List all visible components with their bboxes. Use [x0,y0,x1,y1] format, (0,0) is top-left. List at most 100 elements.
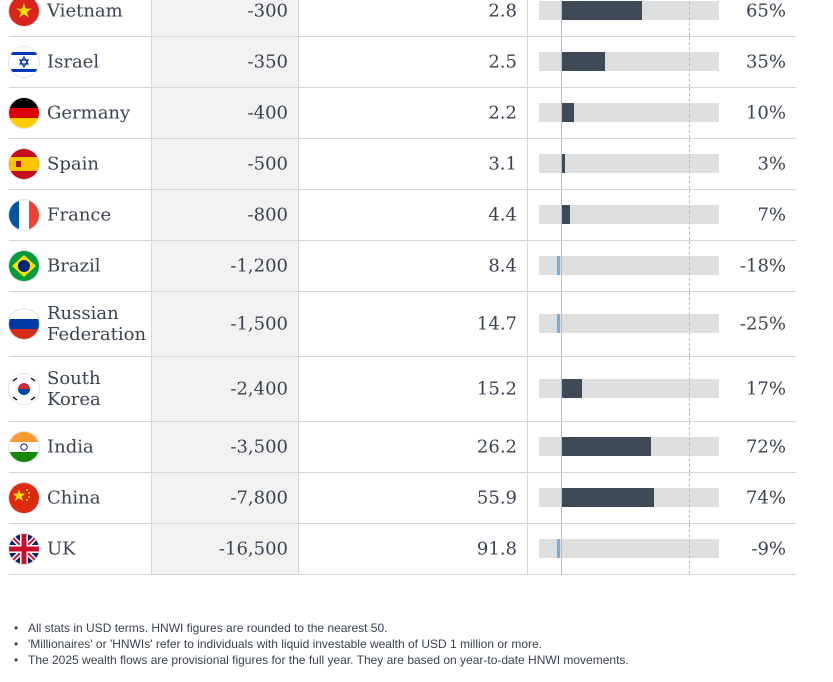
net-flow-value: -800 [247,204,288,226]
change-pct-cell: 3% [728,139,796,189]
reference-dashed-line [689,422,690,472]
change-bar-cell [528,473,728,523]
table-row: India -3,500 26.2 72% [9,422,796,473]
russia-flag-icon [9,309,39,339]
hnwi-value: 8.4 [488,255,517,277]
footnote: All stats in USD terms. HNWI figures are… [14,620,629,636]
brazil-flag-icon [9,251,39,281]
wealth-flows-table: Vietnam -300 2.8 65% Israel -350 2.5 35% [9,0,796,575]
net-flow-cell: -1,500 [151,292,299,356]
change-bar-fill [561,437,651,456]
table-row: Spain -500 3.1 3% [9,139,796,190]
country-cell: Brazil [9,241,151,291]
net-flow-value: -2,400 [230,378,288,400]
change-bar-cell [528,292,728,356]
hnwi-cell: 55.9 [298,473,528,523]
change-bar-fill [561,52,605,71]
country-name: Israel [47,51,100,73]
net-flow-cell: -350 [151,37,299,87]
change-bar-cell [528,88,728,138]
country-name: Germany [47,102,131,124]
spain-flag-icon [9,149,39,179]
net-flow-cell: -7,800 [151,473,299,523]
net-flow-value: -350 [247,51,288,73]
change-pct-cell: -9% [728,524,796,574]
change-pct-value: -25% [739,313,786,335]
reference-dashed-line [689,241,690,291]
table-row: Germany -400 2.2 10% [9,88,796,139]
zero-line [561,292,562,356]
net-flow-value: -3,500 [230,436,288,458]
footnotes: All stats in USD terms. HNWI figures are… [14,620,629,668]
change-pct-value: 35% [745,51,786,73]
change-bar-fill [561,379,583,398]
net-flow-cell: -1,200 [151,241,299,291]
country-cell: Russian Federation [9,292,151,356]
hnwi-value: 4.4 [488,204,517,226]
change-pct-cell: 35% [728,37,796,87]
reference-dashed-line [689,37,690,87]
change-pct-value: 65% [745,0,786,22]
table-row: Brazil -1,200 8.4 -18% [9,241,796,292]
change-bar-fill [561,205,570,224]
hnwi-cell: 26.2 [298,422,528,472]
country-cell: Germany [9,88,151,138]
change-pct-value: -18% [739,255,786,277]
reference-dashed-line [689,292,690,356]
change-bar-fill [557,539,560,558]
change-bar-cell [528,0,728,36]
footnote: 'Millionaires' or 'HNWIs' refer to indiv… [14,636,629,652]
change-bar-fill [557,314,560,333]
china-flag-icon [9,483,39,513]
change-bar-track [539,488,719,507]
hnwi-cell: 3.1 [298,139,528,189]
change-bar-fill [557,256,560,275]
footnote: The 2025 wealth flows are provisional fi… [14,652,629,668]
hnwi-value: 91.8 [476,538,517,560]
change-pct-value: 17% [745,378,786,400]
change-bar-fill [561,488,654,507]
reference-dashed-line [689,88,690,138]
zero-line [561,0,562,36]
table-row: France -800 4.4 7% [9,190,796,241]
zero-line [561,88,562,138]
change-bar-cell [528,524,728,574]
change-bar-track [539,539,719,558]
hnwi-value: 14.7 [476,313,517,335]
country-cell: Vietnam [9,0,151,36]
change-pct-cell: 72% [728,422,796,472]
change-bar-cell [528,241,728,291]
zero-line [561,473,562,523]
hnwi-cell: 2.2 [298,88,528,138]
net-flow-cell: -2,400 [151,357,299,421]
hnwi-value: 2.2 [488,102,517,124]
table-row: South Korea -2,400 15.2 17% [9,357,796,422]
country-cell: Spain [9,139,151,189]
net-flow-value: -300 [247,0,288,22]
change-pct-cell: 10% [728,88,796,138]
change-bar-track [539,205,719,224]
change-pct-cell: 65% [728,0,796,36]
hnwi-cell: 91.8 [298,524,528,574]
table-row: China -7,800 55.9 74% [9,473,796,524]
south-korea-flag-icon [9,374,39,404]
country-name: Brazil [47,255,101,277]
vietnam-flag-icon [9,0,39,26]
change-pct-value: -9% [751,538,786,560]
change-bar-track [539,379,719,398]
reference-dashed-line [689,473,690,523]
france-flag-icon [9,200,39,230]
zero-line [561,139,562,189]
net-flow-cell: -16,500 [151,524,299,574]
net-flow-cell: -300 [151,0,299,36]
change-bar-cell [528,37,728,87]
hnwi-value: 55.9 [476,487,517,509]
hnwi-value: 2.8 [488,0,517,22]
hnwi-cell: 8.4 [298,241,528,291]
zero-line [561,422,562,472]
table-row: Israel -350 2.5 35% [9,37,796,88]
change-pct-value: 72% [745,436,786,458]
country-name: South Korea [47,368,101,410]
net-flow-value: -400 [247,102,288,124]
country-cell: South Korea [9,357,151,421]
